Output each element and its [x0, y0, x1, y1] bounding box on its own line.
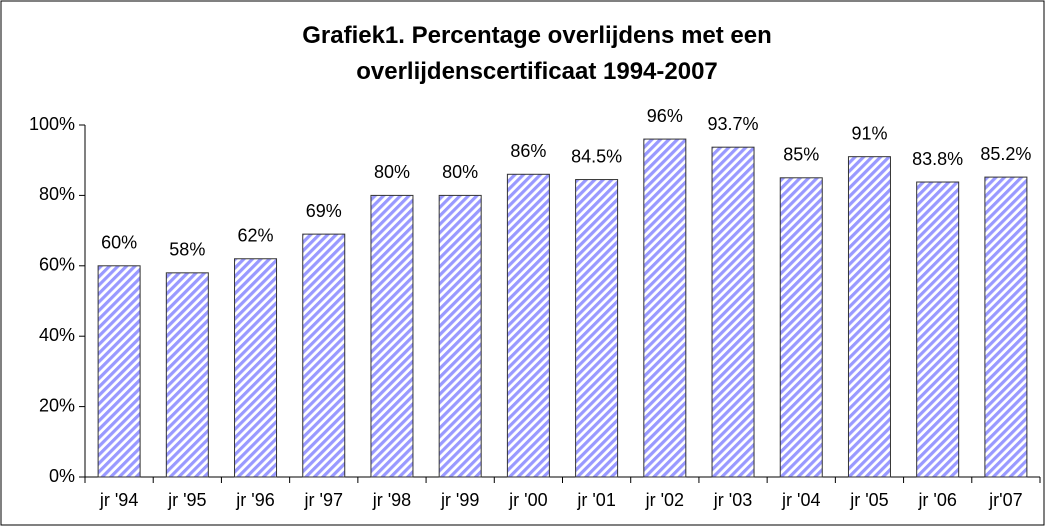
x-tick-label: jr '02 [645, 490, 684, 510]
y-tick-label: 80% [39, 184, 75, 204]
x-tick-label: jr '98 [372, 490, 411, 510]
y-tick-label: 100% [29, 114, 75, 134]
x-tick-label: jr '97 [304, 490, 343, 510]
bar [165, 272, 209, 478]
value-label: 83.8% [912, 149, 963, 169]
x-tick-label: jr '05 [849, 490, 888, 510]
value-label: 60% [101, 233, 137, 253]
x-tick-label: jr'07 [988, 490, 1022, 510]
value-label: 69% [306, 201, 342, 221]
x-tick-label: jr '99 [440, 490, 479, 510]
bar [847, 156, 891, 478]
x-tick-label: jr '96 [235, 490, 274, 510]
bar [711, 146, 755, 478]
bar [916, 181, 960, 478]
value-label: 86% [510, 141, 546, 161]
value-label: 85% [783, 145, 819, 165]
chart-title: Grafiek1. Percentage overlijdens met een… [302, 22, 772, 85]
x-tick-label: jr '04 [781, 490, 820, 510]
bar [984, 176, 1028, 478]
bar [643, 138, 687, 478]
value-label: 96% [647, 106, 683, 126]
bar [302, 233, 346, 478]
bar [97, 265, 141, 478]
x-tick-label: jr '01 [576, 490, 615, 510]
bar [575, 179, 619, 478]
value-label: 85.2% [980, 144, 1031, 164]
x-tick-label: jr '95 [167, 490, 206, 510]
y-tick-label: 60% [39, 255, 75, 275]
y-tick-label: 0% [49, 466, 75, 486]
value-label: 80% [442, 162, 478, 182]
value-label: 62% [238, 226, 274, 246]
value-label: 93.7% [708, 114, 759, 134]
value-label: 91% [851, 123, 887, 143]
y-tick-label: 20% [39, 395, 75, 415]
x-tick-label: jr '06 [917, 490, 956, 510]
value-label: 58% [169, 240, 205, 260]
x-tick-label: jr '00 [508, 490, 547, 510]
y-tick-label: 40% [39, 325, 75, 345]
x-tick-label: jr '03 [713, 490, 752, 510]
bar [234, 258, 278, 478]
value-label: 80% [374, 162, 410, 182]
bar [438, 194, 482, 478]
bar [370, 194, 414, 478]
bar [506, 173, 550, 478]
x-tick-label: jr '94 [99, 490, 138, 510]
bar [779, 177, 823, 478]
value-label: 84.5% [571, 146, 622, 166]
